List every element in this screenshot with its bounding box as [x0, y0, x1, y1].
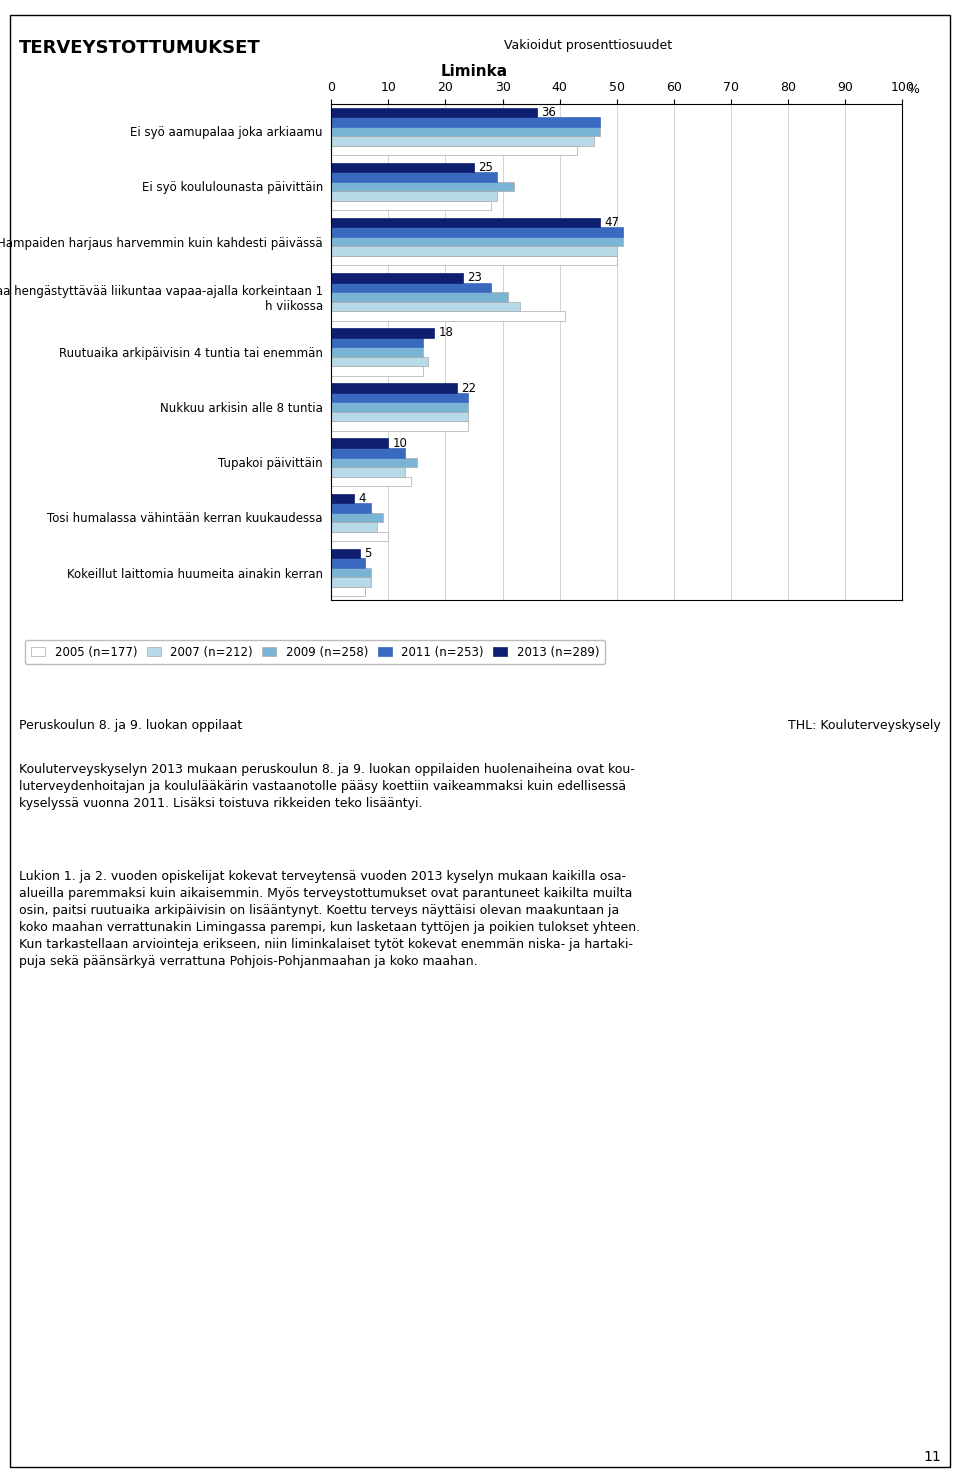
Bar: [331, 126, 600, 136]
Bar: [331, 587, 366, 596]
Bar: [331, 338, 422, 347]
Bar: [331, 200, 492, 210]
Text: TERVEYSTOTTUMUKSET: TERVEYSTOTTUMUKSET: [19, 39, 261, 56]
Text: 18: 18: [439, 326, 453, 339]
Text: Liminka: Liminka: [441, 64, 508, 79]
Text: %: %: [907, 83, 919, 96]
Bar: [331, 273, 463, 283]
Bar: [331, 366, 422, 376]
Bar: [331, 559, 366, 568]
Text: Kouluterveyskyselyn 2013 mukaan peruskoulun 8. ja 9. luokan oppilaiden huolenaih: Kouluterveyskyselyn 2013 mukaan peruskou…: [19, 763, 635, 811]
Bar: [331, 393, 468, 403]
Bar: [331, 347, 422, 357]
Bar: [331, 504, 372, 513]
Bar: [331, 172, 497, 182]
Text: 36: 36: [541, 105, 556, 119]
Bar: [331, 283, 492, 292]
Bar: [331, 163, 474, 172]
Bar: [331, 522, 377, 532]
Text: 4: 4: [359, 492, 366, 505]
Text: 10: 10: [393, 437, 408, 449]
Text: 25: 25: [479, 162, 493, 173]
Bar: [331, 568, 372, 578]
Text: 5: 5: [365, 547, 372, 560]
Bar: [331, 548, 360, 559]
Legend: 2005 (n=177), 2007 (n=212), 2009 (n=258), 2011 (n=253), 2013 (n=289): 2005 (n=177), 2007 (n=212), 2009 (n=258)…: [25, 640, 605, 664]
Bar: [331, 467, 405, 477]
Text: THL: Kouluterveyskysely: THL: Kouluterveyskysely: [788, 719, 941, 732]
Bar: [331, 477, 411, 486]
Bar: [331, 301, 519, 311]
Bar: [331, 412, 468, 421]
Bar: [331, 227, 622, 237]
Bar: [331, 384, 457, 393]
Bar: [331, 328, 434, 338]
Text: Lukion 1. ja 2. vuoden opiskelijat kokevat terveytensä vuoden 2013 kyselyn mukaa: Lukion 1. ja 2. vuoden opiskelijat kokev…: [19, 870, 640, 968]
Bar: [331, 357, 428, 366]
Bar: [331, 494, 354, 504]
Bar: [331, 421, 468, 431]
Bar: [331, 182, 514, 191]
Bar: [331, 578, 372, 587]
Text: 23: 23: [468, 271, 482, 285]
Bar: [331, 117, 600, 126]
Text: 47: 47: [604, 216, 619, 230]
Bar: [331, 256, 616, 265]
Bar: [331, 448, 405, 458]
Bar: [331, 532, 388, 541]
Bar: [331, 439, 388, 448]
Text: 11: 11: [924, 1451, 941, 1464]
Bar: [331, 403, 468, 412]
Bar: [331, 513, 383, 522]
Bar: [331, 136, 594, 145]
Text: Peruskoulun 8. ja 9. luokan oppilaat: Peruskoulun 8. ja 9. luokan oppilaat: [19, 719, 243, 732]
Bar: [331, 246, 616, 256]
Bar: [331, 145, 577, 156]
Bar: [331, 292, 508, 301]
Bar: [331, 458, 417, 467]
Bar: [331, 108, 537, 117]
Text: Vakioidut prosenttiosuudet: Vakioidut prosenttiosuudet: [504, 39, 672, 52]
Bar: [331, 218, 600, 227]
Bar: [331, 191, 497, 200]
Text: 22: 22: [462, 381, 476, 394]
Bar: [331, 311, 565, 320]
Bar: [331, 237, 622, 246]
